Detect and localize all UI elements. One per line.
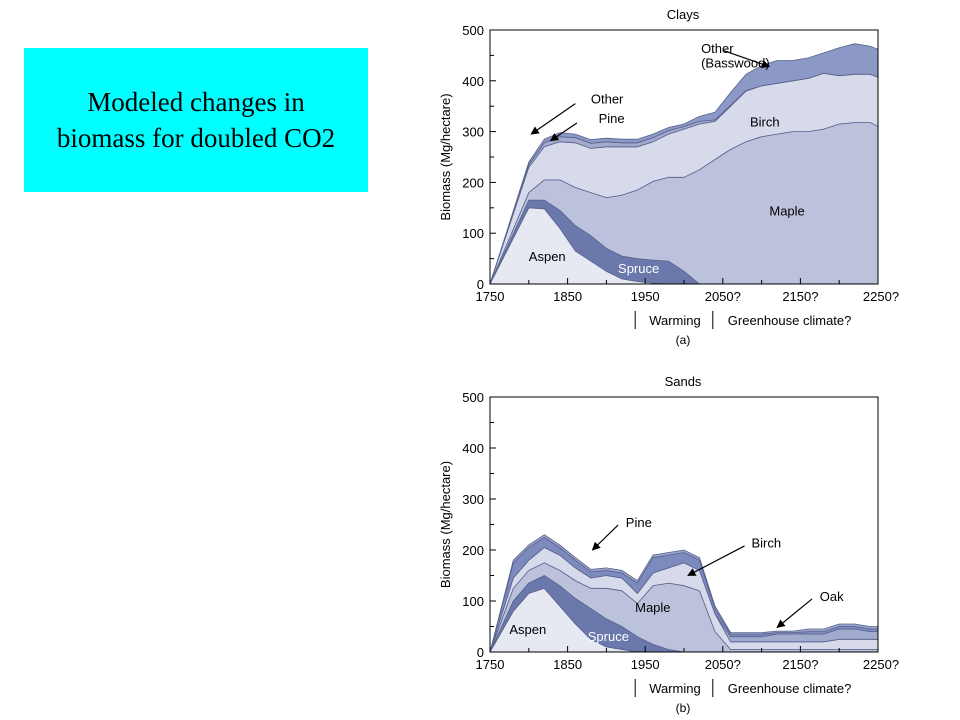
panel-clays-annotation-arrow xyxy=(722,49,771,69)
panel-sands-x-tick-label: 2050? xyxy=(705,657,741,672)
panel-sands-y-tick-label: 100 xyxy=(462,594,484,609)
panel-sands-label-oak: Oak xyxy=(820,589,844,604)
panel-sands-x-tick-label: 1950 xyxy=(631,657,660,672)
panel-sands-annotation-arrow xyxy=(776,598,813,629)
panel-clays-label-other: Other xyxy=(701,41,734,56)
panel-clays-x-tick-label: 2250? xyxy=(863,289,899,304)
panel-clays-annotation-arrow xyxy=(530,103,576,135)
panel-sands-x-tick-label: 2250? xyxy=(863,657,899,672)
panel-clays-y-axis-title: Biomass (Mg/hectare) xyxy=(438,93,453,220)
panel-clays-y-tick-label: 300 xyxy=(462,125,484,140)
panel-clays-y-tick-label: 500 xyxy=(462,23,484,38)
panel-clays-period-label-greenhouse: Greenhouse climate? xyxy=(728,313,852,328)
panel-sands-label-maple: Maple xyxy=(635,600,670,615)
panel-sands-y-tick-label: 300 xyxy=(462,492,484,507)
slide-title: Modeled changes in biomass for doubled C… xyxy=(56,87,336,153)
panel-clays-label-basswood: (Basswood) xyxy=(701,56,770,71)
panel-sands-y-tick-label: 500 xyxy=(462,390,484,405)
title-box: Modeled changes in biomass for doubled C… xyxy=(24,48,368,192)
panel-sands-y-tick-label: 400 xyxy=(462,441,484,456)
panel-clays-label-maple: Maple xyxy=(769,203,804,218)
panel-sands-label-spruce: Spruce xyxy=(588,629,629,644)
panel-sands-label-aspen: Aspen xyxy=(509,622,546,637)
panel-clays-y-tick-label: 100 xyxy=(462,226,484,241)
panel-sands-letter: (b) xyxy=(676,701,691,715)
panel-clays-label-other: Other xyxy=(591,92,624,107)
panel-clays-y-tick-label: 400 xyxy=(462,74,484,89)
panel-sands-y-tick-label: 200 xyxy=(462,543,484,558)
panel-clays-x-tick-label: 1950 xyxy=(631,289,660,304)
panel-clays-period-label-warming: Warming xyxy=(649,313,701,328)
panel-clays-x-tick-label: 1750 xyxy=(476,289,505,304)
panel-clays-label-pine: Pine xyxy=(599,111,625,126)
panel-sands-annotation-arrow xyxy=(591,524,619,551)
panel-sands-y-tick-label: 0 xyxy=(477,645,484,660)
panel-clays-x-tick-label: 1850 xyxy=(553,289,582,304)
panel-clays-y-tick-label: 200 xyxy=(462,175,484,190)
panel-sands-period-label-greenhouse: Greenhouse climate? xyxy=(728,681,852,696)
panel-sands-period-label-warming: Warming xyxy=(649,681,701,696)
panel-clays: 0 100 200 300 400 500 1750 1850 1950 2050? 2150? 22… xyxy=(438,7,899,347)
panel-clays-y-tick-label: 0 xyxy=(477,277,484,292)
panel-clays-title: Clays xyxy=(667,7,700,22)
panel-sands: 0 100 200 300 400 500 1750 1850 1950 2050? 2150? 22… xyxy=(438,374,899,715)
panel-sands-label-birch: Birch xyxy=(752,535,782,550)
panel-clays-x-tick-label: 2150? xyxy=(782,289,818,304)
panel-sands-label-pine: Pine xyxy=(626,515,652,530)
panel-clays-label-birch: Birch xyxy=(750,115,780,130)
panel-sands-x-tick-label: 2150? xyxy=(782,657,818,672)
panel-clays-label-spruce: Spruce xyxy=(618,261,659,276)
panel-clays-x-tick-label: 2050? xyxy=(705,289,741,304)
panel-sands-x-tick-label: 1850 xyxy=(553,657,582,672)
panel-clays-annotation-arrow xyxy=(549,122,578,142)
panel-clays-letter: (a) xyxy=(676,333,691,347)
panel-sands-x-tick-label: 1750 xyxy=(476,657,505,672)
panel-sands-y-axis-title: Biomass (Mg/hectare) xyxy=(438,461,453,588)
panel-clays-label-aspen: Aspen xyxy=(529,249,566,264)
panel-sands-title: Sands xyxy=(665,374,702,389)
panel-sands-annotation-arrow xyxy=(687,545,745,577)
